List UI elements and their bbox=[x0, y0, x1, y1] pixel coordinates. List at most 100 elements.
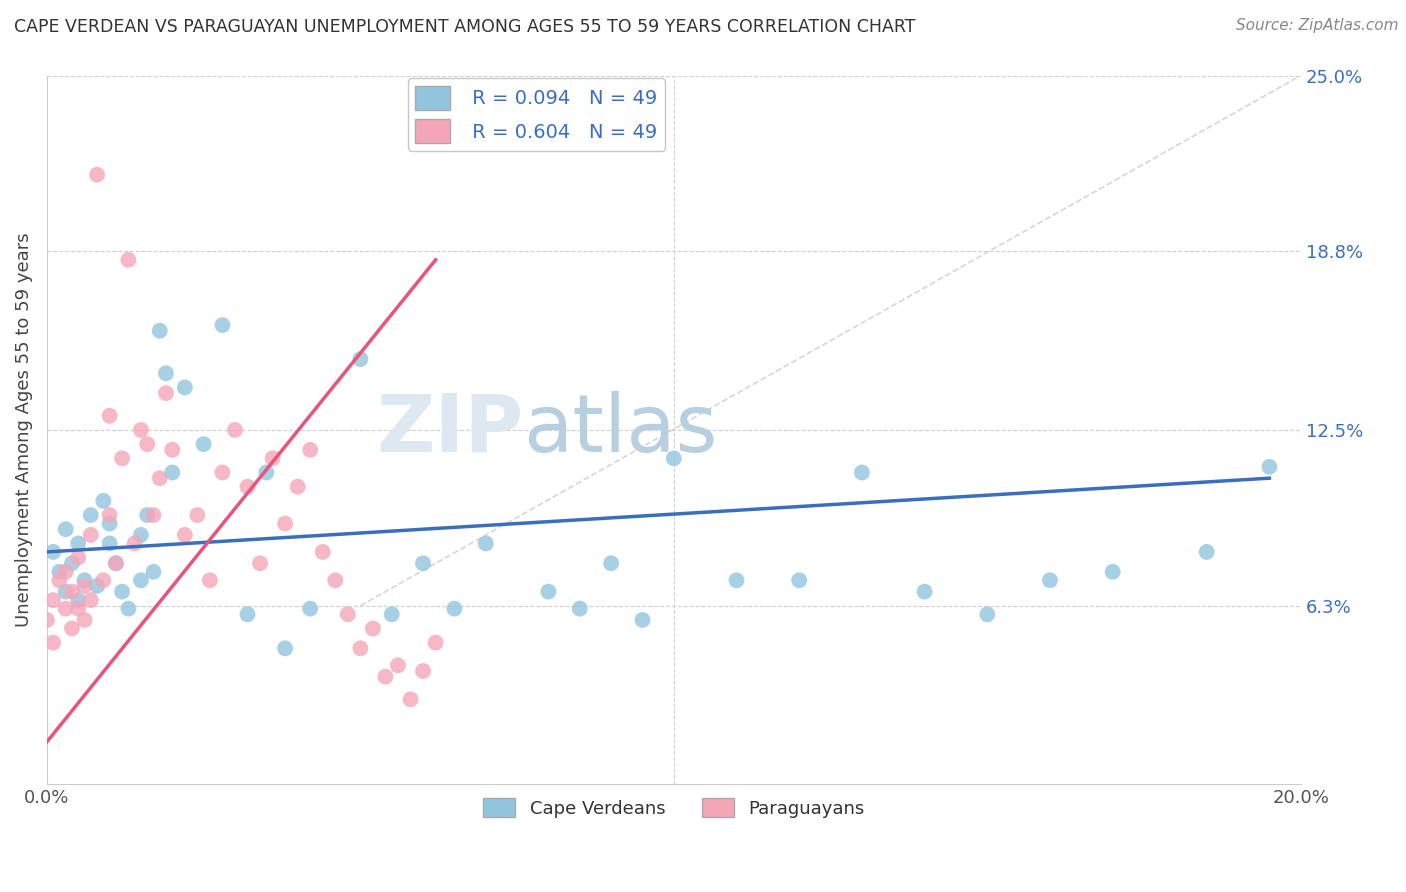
Point bbox=[162, 466, 184, 480]
Point bbox=[73, 574, 96, 588]
Point bbox=[976, 607, 998, 622]
Point bbox=[851, 466, 873, 480]
Point bbox=[142, 508, 165, 522]
Point bbox=[349, 352, 371, 367]
Point bbox=[67, 601, 90, 615]
Legend: Cape Verdeans, Paraguayans: Cape Verdeans, Paraguayans bbox=[475, 791, 872, 825]
Point bbox=[155, 366, 177, 380]
Point bbox=[136, 508, 159, 522]
Point bbox=[312, 545, 335, 559]
Point bbox=[117, 601, 139, 615]
Point bbox=[262, 451, 284, 466]
Point bbox=[35, 613, 58, 627]
Point bbox=[117, 252, 139, 267]
Point bbox=[299, 442, 322, 457]
Point bbox=[211, 466, 233, 480]
Point bbox=[336, 607, 359, 622]
Point bbox=[211, 318, 233, 332]
Point bbox=[98, 409, 121, 423]
Point bbox=[80, 508, 103, 522]
Point bbox=[111, 584, 134, 599]
Point bbox=[136, 437, 159, 451]
Point bbox=[60, 556, 83, 570]
Point bbox=[1195, 545, 1218, 559]
Y-axis label: Unemployment Among Ages 55 to 59 years: Unemployment Among Ages 55 to 59 years bbox=[15, 233, 32, 627]
Point bbox=[186, 508, 208, 522]
Point bbox=[104, 556, 127, 570]
Text: CAPE VERDEAN VS PARAGUAYAN UNEMPLOYMENT AMONG AGES 55 TO 59 YEARS CORRELATION CH: CAPE VERDEAN VS PARAGUAYAN UNEMPLOYMENT … bbox=[14, 18, 915, 36]
Point bbox=[254, 466, 277, 480]
Point bbox=[193, 437, 215, 451]
Point bbox=[787, 574, 810, 588]
Point bbox=[568, 601, 591, 615]
Point bbox=[399, 692, 422, 706]
Point bbox=[349, 641, 371, 656]
Point bbox=[86, 168, 108, 182]
Point bbox=[173, 380, 195, 394]
Point bbox=[914, 584, 936, 599]
Point bbox=[91, 494, 114, 508]
Point bbox=[48, 574, 70, 588]
Point bbox=[274, 516, 297, 531]
Point bbox=[1258, 459, 1281, 474]
Point bbox=[537, 584, 560, 599]
Point bbox=[236, 607, 259, 622]
Point bbox=[274, 641, 297, 656]
Point bbox=[67, 593, 90, 607]
Point bbox=[80, 528, 103, 542]
Point bbox=[55, 584, 77, 599]
Point bbox=[91, 574, 114, 588]
Point bbox=[155, 386, 177, 401]
Point bbox=[249, 556, 271, 570]
Point bbox=[1101, 565, 1123, 579]
Text: atlas: atlas bbox=[523, 391, 717, 469]
Point bbox=[374, 670, 396, 684]
Point bbox=[474, 536, 496, 550]
Point bbox=[381, 607, 404, 622]
Point bbox=[425, 635, 447, 649]
Point bbox=[224, 423, 246, 437]
Point bbox=[412, 664, 434, 678]
Point bbox=[42, 635, 65, 649]
Point bbox=[236, 480, 259, 494]
Point bbox=[1039, 574, 1062, 588]
Point bbox=[60, 622, 83, 636]
Text: ZIP: ZIP bbox=[377, 391, 523, 469]
Point bbox=[287, 480, 309, 494]
Point bbox=[173, 528, 195, 542]
Point bbox=[323, 574, 346, 588]
Point bbox=[162, 442, 184, 457]
Point bbox=[67, 550, 90, 565]
Point bbox=[149, 324, 172, 338]
Point bbox=[60, 584, 83, 599]
Point bbox=[55, 565, 77, 579]
Point bbox=[42, 545, 65, 559]
Point bbox=[111, 451, 134, 466]
Point bbox=[299, 601, 322, 615]
Point bbox=[98, 516, 121, 531]
Point bbox=[124, 536, 146, 550]
Point bbox=[98, 536, 121, 550]
Point bbox=[73, 613, 96, 627]
Point bbox=[198, 574, 221, 588]
Point bbox=[55, 601, 77, 615]
Point bbox=[48, 565, 70, 579]
Point bbox=[443, 601, 465, 615]
Text: Source: ZipAtlas.com: Source: ZipAtlas.com bbox=[1236, 18, 1399, 33]
Point bbox=[80, 593, 103, 607]
Point bbox=[412, 556, 434, 570]
Point bbox=[149, 471, 172, 485]
Point bbox=[129, 423, 152, 437]
Point bbox=[725, 574, 748, 588]
Point bbox=[361, 622, 384, 636]
Point bbox=[662, 451, 685, 466]
Point bbox=[73, 579, 96, 593]
Point bbox=[42, 593, 65, 607]
Point bbox=[98, 508, 121, 522]
Point bbox=[631, 613, 654, 627]
Point bbox=[86, 579, 108, 593]
Point bbox=[129, 528, 152, 542]
Point bbox=[142, 565, 165, 579]
Point bbox=[387, 658, 409, 673]
Point bbox=[55, 522, 77, 536]
